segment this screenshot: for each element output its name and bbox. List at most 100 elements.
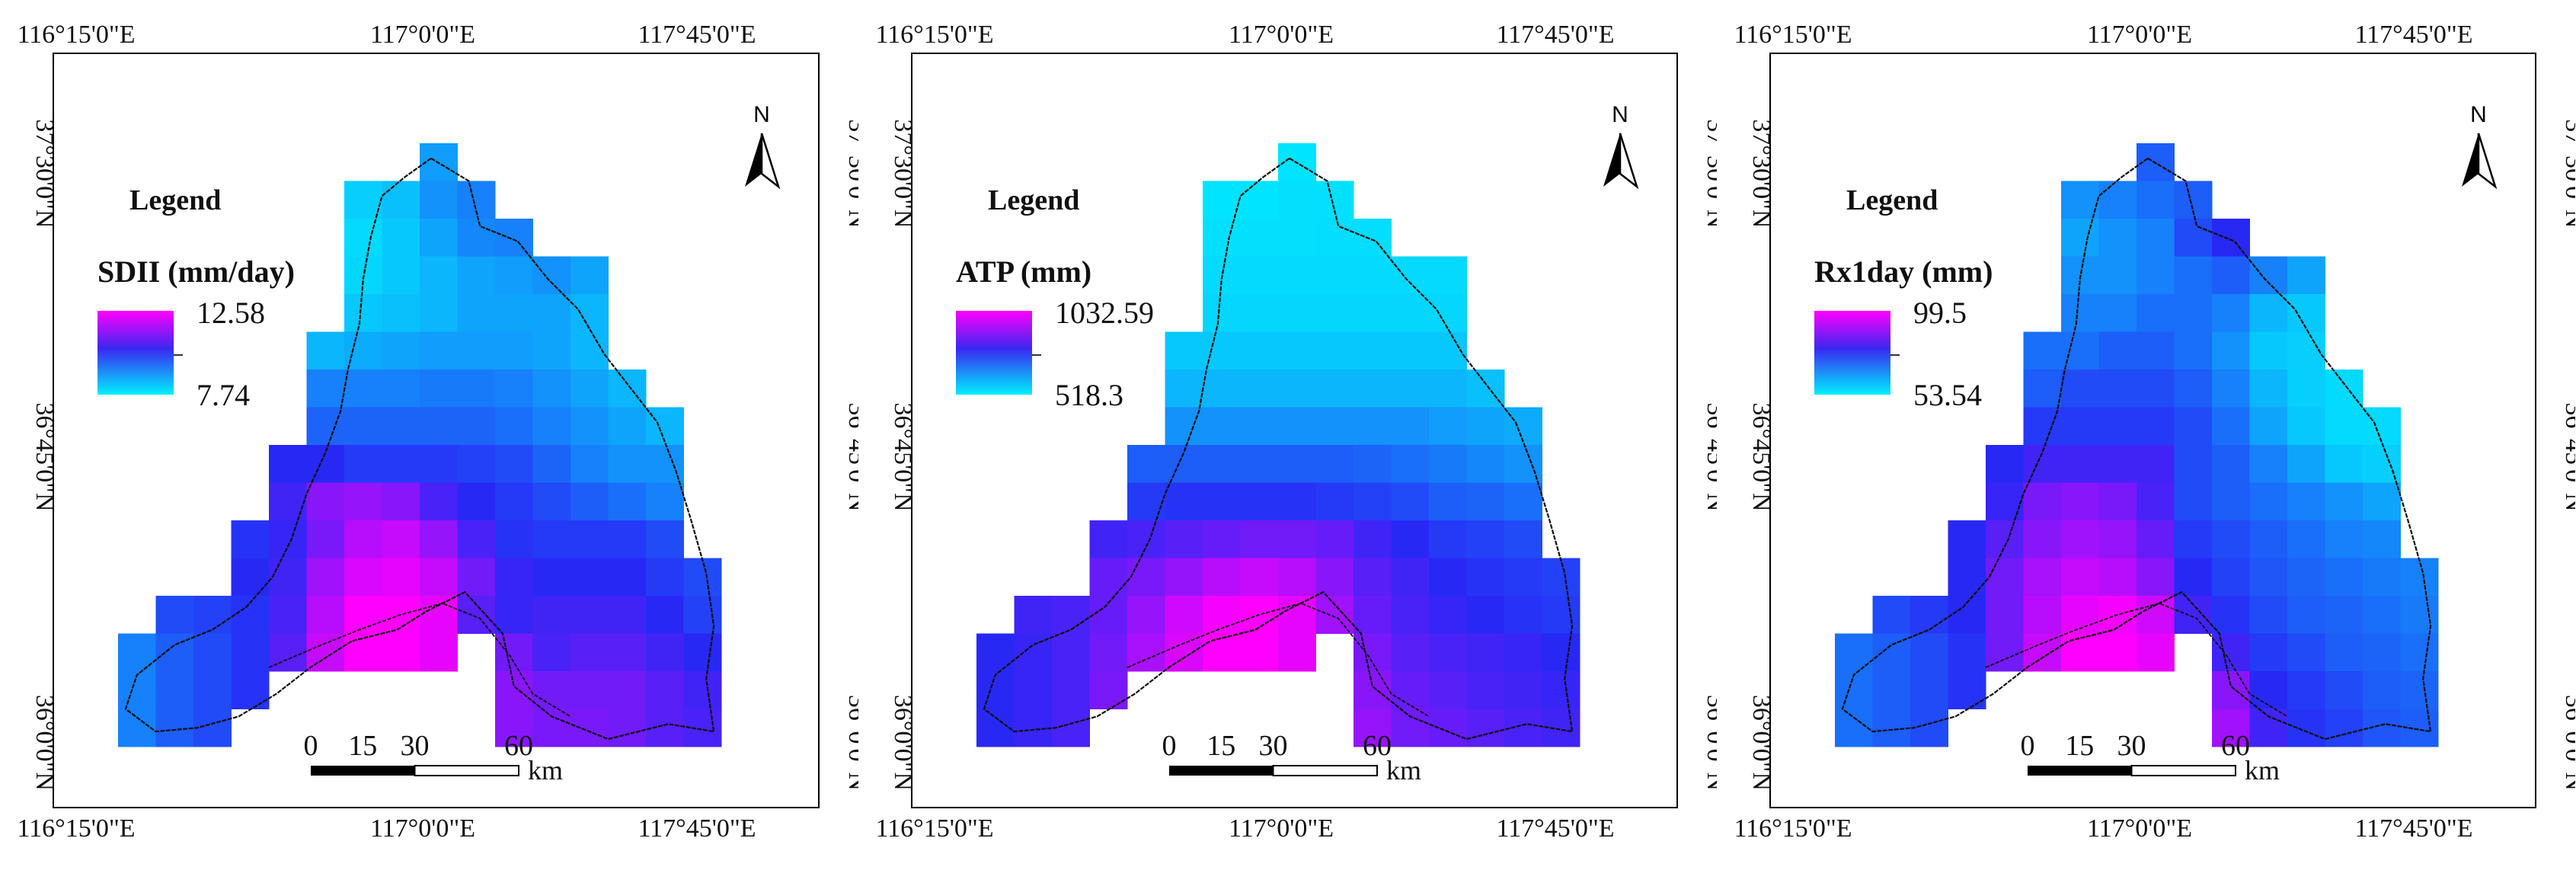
raster-cell	[344, 331, 383, 370]
raster-cell	[1014, 709, 1053, 747]
north-label: N	[753, 102, 770, 127]
raster-cell	[1986, 520, 2025, 559]
right-lat-label: 37°30'0"N	[1702, 119, 1717, 228]
right-lat-label: 36°45'0"N	[843, 402, 858, 511]
raster-cell	[1089, 520, 1128, 559]
raster-cell	[1315, 219, 1354, 258]
legend-min-value: 53.54	[1913, 378, 1982, 412]
raster-cell	[1354, 256, 1392, 295]
raster-cell	[1203, 181, 1242, 219]
legend-variable: SDII (mm/day)	[97, 254, 295, 289]
raster-cell	[1542, 596, 1580, 635]
raster-cell	[2098, 482, 2137, 521]
raster-cell	[2287, 256, 2326, 295]
raster-cell	[2137, 445, 2175, 484]
raster-cell	[2249, 256, 2288, 295]
bottom-lon-label: 117°45'0"E	[2354, 814, 2472, 843]
raster-cell	[646, 633, 685, 672]
map-panel-rx1day: 116°15'0"E 116°15'0"E 117°0'0"E 117°0'0"E 11…	[1717, 0, 2575, 883]
raster-cell	[2363, 407, 2402, 446]
raster-cell	[1278, 256, 1317, 295]
raster-cell	[570, 520, 609, 559]
raster-cell	[1429, 709, 1468, 747]
raster-cell	[1504, 558, 1543, 597]
raster-cell	[1127, 596, 1166, 635]
raster-cell	[1354, 520, 1392, 559]
raster-cell	[1315, 482, 1354, 521]
raster-cell	[1504, 709, 1543, 747]
raster-cell	[1052, 596, 1091, 635]
raster-cell	[1240, 520, 1279, 559]
raster-cell	[2137, 596, 2175, 635]
left-lat-label: 36°0'0"N	[1747, 695, 1775, 791]
raster-cell	[1014, 671, 1053, 710]
raster-cell	[1948, 633, 1986, 672]
raster-cell	[306, 370, 345, 408]
left-lat-label: 37°30'0"N	[889, 119, 917, 228]
raster-cell	[193, 633, 232, 672]
raster-cell	[2061, 633, 2100, 672]
right-lat-label: 36°0'0"N	[2560, 695, 2575, 791]
raster-cell	[269, 596, 308, 635]
right-lat-label: 36°0'0"N	[1702, 695, 1717, 791]
raster-cell	[1354, 370, 1392, 408]
raster-cell	[2174, 256, 2213, 295]
raster-cell	[1429, 596, 1468, 635]
raster-cell	[2098, 558, 2137, 597]
raster-cell	[1165, 482, 1203, 521]
raster-cell	[2174, 219, 2213, 258]
raster-cell	[1391, 407, 1430, 446]
raster-cell	[2174, 445, 2213, 484]
scale-unit-label: km	[1386, 755, 1421, 785]
raster-cell	[2287, 520, 2326, 559]
raster-cell	[382, 256, 420, 295]
legend-title: Legend	[129, 184, 221, 216]
raster-cell	[193, 671, 232, 710]
raster-cell	[683, 671, 722, 710]
raster-cell	[683, 633, 722, 672]
raster-cell	[1278, 219, 1317, 258]
raster-cell	[1354, 331, 1392, 370]
raster-cell	[495, 520, 534, 559]
raster-cell	[2212, 331, 2251, 370]
raster-cell	[1240, 558, 1279, 597]
raster-cell	[1910, 671, 1949, 710]
raster-cell	[2325, 520, 2363, 559]
map-svg-atp: 116°15'0"E 116°15'0"E 117°0'0"E 117°0'0"E 11…	[875, 21, 1717, 843]
raster-cell	[495, 370, 534, 408]
raster-cell	[231, 520, 270, 559]
raster-cell	[1504, 633, 1543, 672]
raster-cell	[2363, 520, 2402, 559]
raster-cell	[382, 331, 420, 370]
raster-cell	[1429, 558, 1468, 597]
raster-cell	[2325, 482, 2363, 521]
raster-cell	[1127, 482, 1166, 521]
raster-cell	[2363, 671, 2402, 710]
legend-max-value: 99.5	[1913, 296, 1967, 330]
raster-cell	[1278, 294, 1317, 333]
raster-cell	[1391, 294, 1430, 333]
raster-cell	[382, 445, 420, 484]
raster-cell	[2325, 633, 2363, 672]
raster-cell	[532, 596, 571, 635]
raster-cell	[1240, 633, 1279, 672]
raster-cell	[457, 407, 496, 446]
raster-cell	[570, 633, 609, 672]
raster-cell	[1429, 256, 1468, 295]
raster-cell	[2061, 482, 2100, 521]
raster-cell	[1240, 407, 1279, 446]
raster-cell	[2287, 596, 2326, 635]
raster-cell	[495, 671, 534, 710]
raster-cell	[2098, 331, 2137, 370]
raster-cell	[2287, 482, 2326, 521]
raster-cell	[2363, 709, 2402, 747]
raster-cell	[532, 331, 571, 370]
raster-cell	[532, 294, 571, 333]
raster-cell	[2137, 520, 2175, 559]
scale-tick-label: 0	[2021, 730, 2035, 762]
raster-cell	[344, 520, 383, 559]
north-arrow-icon: N	[745, 102, 781, 190]
raster-cell	[2174, 407, 2213, 446]
raster-cell	[1429, 633, 1468, 672]
raster-cell	[1315, 407, 1354, 446]
